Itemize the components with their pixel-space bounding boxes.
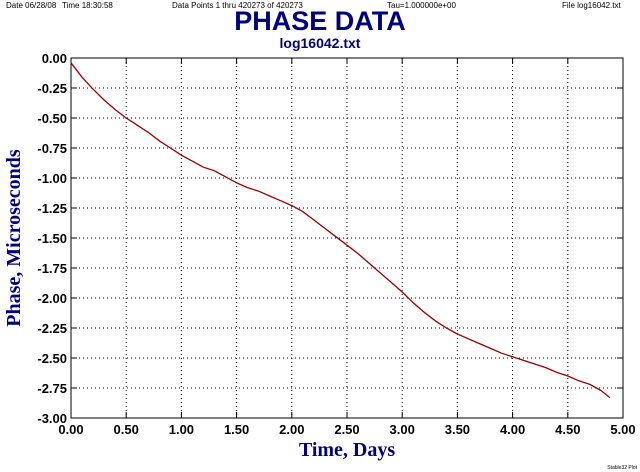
x-tick-label: 0.00: [58, 422, 83, 437]
y-tick-label: -1.75: [37, 261, 67, 276]
y-tick-label: 0.00: [42, 51, 67, 66]
y-tick-label: -0.75: [37, 141, 67, 156]
y-tick-label: -0.25: [37, 81, 67, 96]
x-tick-label: 1.50: [224, 422, 249, 437]
x-tick-label: 1.00: [169, 422, 194, 437]
x-tick-label: 4.00: [500, 422, 525, 437]
x-axis-label: Time, Days: [299, 439, 396, 461]
x-tick-label: 0.50: [114, 422, 139, 437]
x-tick-label: 2.00: [279, 422, 304, 437]
y-tick-label: -1.50: [37, 231, 67, 246]
header-file: File log16042.txt: [562, 1, 621, 10]
x-tick-label: 2.50: [334, 422, 359, 437]
header-data-points: Data Points 1 thru 420273 of 420273: [172, 1, 303, 10]
y-tick-label: -2.75: [37, 381, 67, 396]
phase-series-line: [70, 62, 611, 399]
x-tick-label: 3.00: [390, 422, 415, 437]
header-tau: Tau=1.000000e+00: [387, 1, 456, 10]
y-tick-label: -2.00: [37, 291, 67, 306]
x-tick-label: 5.00: [610, 422, 635, 437]
y-tick-label: -1.25: [37, 201, 67, 216]
y-tick-label: -2.50: [37, 351, 67, 366]
chart-ticks: [70, 57, 624, 419]
header-date: Date 06/28/08: [6, 1, 57, 10]
chart-subtitle: log16042.txt: [279, 35, 361, 51]
y-tick-label: -2.25: [37, 321, 67, 336]
y-tick-labels: 0.00 -0.25 -0.50 -0.75 -1.00 -1.25 -1.50 -1.75 -…: [37, 51, 67, 426]
x-tick-labels: 0.00 0.50 1.00 1.50 2.00 2.50 3.00 3.50 4.00 4.50…: [58, 422, 635, 437]
chart-grid: [71, 58, 623, 418]
y-tick-label: -0.50: [37, 111, 67, 126]
y-axis-label: Phase, Microseconds: [3, 149, 25, 327]
header-time: Time 18:30:58: [62, 1, 113, 10]
y-tick-label: -3.00: [37, 411, 67, 426]
credit-label: Stable32 Plot: [607, 465, 637, 471]
x-tick-label: 3.50: [445, 422, 470, 437]
chart-title: PHASE DATA: [234, 6, 406, 36]
x-tick-label: 4.50: [555, 422, 580, 437]
y-tick-label: -1.00: [37, 171, 67, 186]
